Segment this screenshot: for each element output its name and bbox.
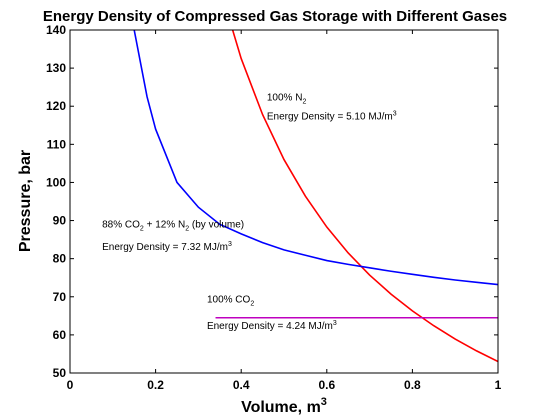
x-tick-label: 0.8 (404, 378, 421, 392)
x-tick-label: 0.6 (318, 378, 335, 392)
y-tick-label: 110 (47, 137, 67, 151)
series-layer (133, 30, 498, 363)
x-axis-label: Volume, m3 (241, 396, 327, 416)
x-axis-label-sup: 3 (321, 396, 327, 408)
y-tick-label: 130 (46, 61, 66, 75)
x-axis-label-text: Volume, m (241, 399, 321, 416)
annotation-n2-label: 100% N2 (267, 93, 307, 106)
x-tick-label: 0 (67, 378, 74, 392)
annotation-co2n2-label: 88% CO2 + 12% N2 (by volume) (102, 219, 244, 232)
y-tick-label: 140 (46, 23, 66, 37)
plot-frame (69, 29, 499, 374)
y-tick-label: 100 (46, 175, 66, 189)
annotation-n2-energy: Energy Density = 5.10 MJ/m3 (267, 111, 397, 123)
annotation-co2-label: 100% CO2 (207, 294, 254, 307)
series-line-0 (231, 30, 498, 363)
y-tick-label: 120 (46, 99, 66, 113)
annotation-layer: 100% N2 Energy Density = 5.10 MJ/m3 88% CO… (102, 93, 397, 332)
x-tick-label: 1 (495, 378, 502, 392)
y-tick-label: 50 (53, 366, 67, 380)
y-axis-label: Pressure, bar (17, 150, 34, 252)
y-tick-label: 70 (53, 290, 67, 304)
series-line-1 (133, 30, 498, 286)
y-tick-label: 90 (53, 214, 67, 228)
chart-title: Energy Density of Compressed Gas Storage… (43, 8, 507, 25)
plot-area (70, 30, 498, 373)
annotation-co2n2-energy: Energy Density = 7.32 MJ/m3 (102, 241, 232, 253)
y-tick-label: 60 (53, 328, 67, 342)
x-tick-label: 0.2 (147, 378, 164, 392)
y-tick-label: 80 (53, 252, 67, 266)
annotation-co2-energy: Energy Density = 4.24 MJ/m3 (207, 320, 337, 332)
x-tick-label: 0.4 (233, 378, 250, 392)
